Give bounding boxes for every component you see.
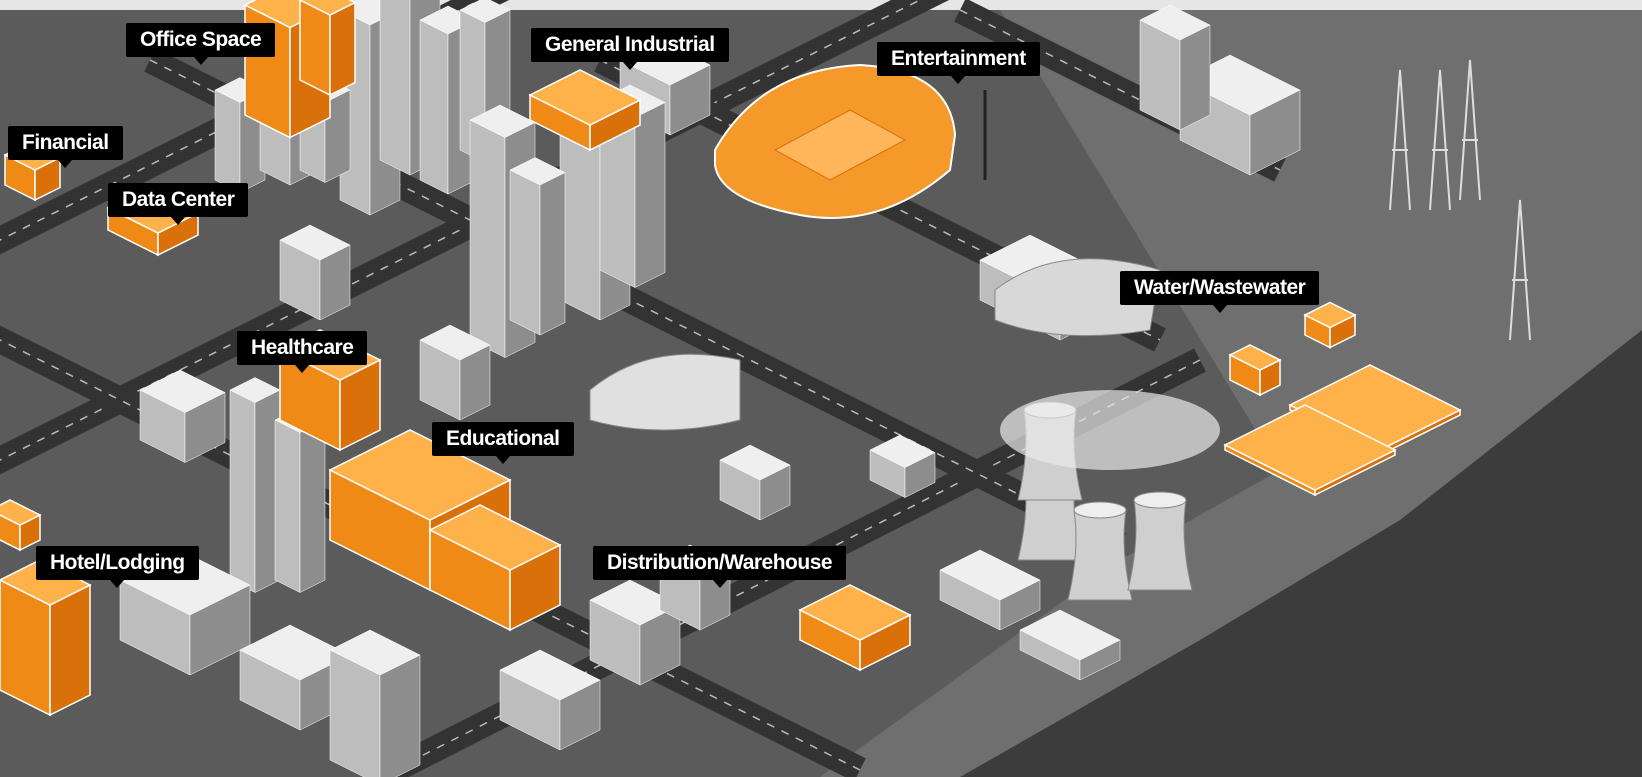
building-face <box>420 20 448 194</box>
label: Financial <box>8 126 123 160</box>
label: Water/Wastewater <box>1120 271 1319 305</box>
label: Hotel/Lodging <box>36 546 199 580</box>
building-face <box>300 0 330 95</box>
city-illustration <box>0 0 1642 777</box>
building-face <box>230 390 255 593</box>
label: Office Space <box>126 23 275 57</box>
building-face <box>540 173 565 336</box>
label: Entertainment <box>877 42 1040 76</box>
building-face <box>330 3 355 96</box>
building-face <box>510 170 540 335</box>
building-face <box>215 90 240 193</box>
building-face <box>560 120 600 320</box>
label: Distribution/Warehouse <box>593 546 846 580</box>
building-face <box>470 120 505 358</box>
building-face <box>380 0 410 175</box>
building-face <box>380 655 420 777</box>
steam <box>1000 390 1220 470</box>
cooling-tower-top <box>1074 502 1126 518</box>
building-face <box>50 585 90 715</box>
building-face <box>275 420 300 593</box>
label: Educational <box>432 422 574 456</box>
building-face <box>300 420 325 593</box>
label: General Industrial <box>531 28 729 62</box>
building-face <box>635 103 665 288</box>
page: Office Space General Industrial Entertai… <box>0 0 1642 777</box>
label: Data Center <box>108 183 248 217</box>
cooling-tower <box>1068 510 1132 600</box>
building-face <box>1180 25 1210 130</box>
label: Healthcare <box>237 331 367 365</box>
cooling-tower-top <box>1134 492 1186 508</box>
cooling-tower <box>1128 500 1192 590</box>
